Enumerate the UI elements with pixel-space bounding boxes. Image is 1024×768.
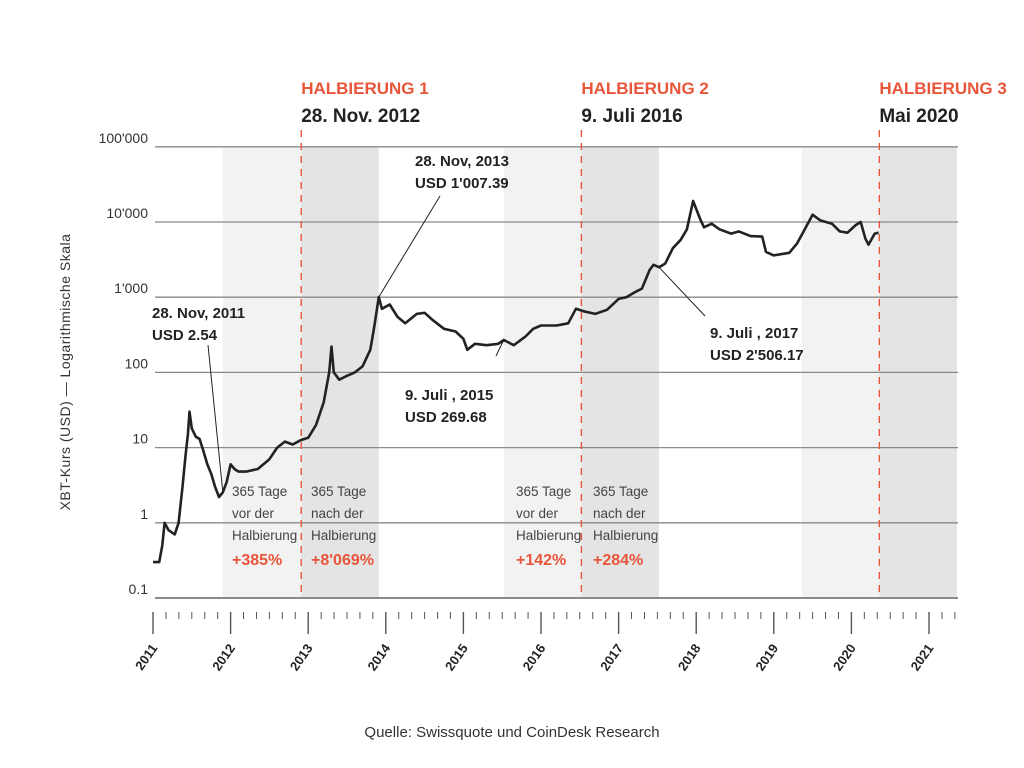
period-label: Halbierung: [311, 528, 376, 543]
x-tick-label: 2011: [132, 641, 160, 673]
halving-date: 28. Nov. 2012: [301, 106, 420, 127]
halving-date: Mai 2020: [879, 106, 958, 127]
period-label: vor der: [232, 506, 275, 521]
halving-title: HALBIERUNG 3: [879, 79, 1007, 98]
period-label: 365 Tage: [311, 484, 366, 499]
source-note: Quelle: Swissquote und CoinDesk Research: [364, 724, 659, 741]
x-tick-label: 2012: [209, 641, 238, 673]
x-tick-label: 2019: [752, 641, 781, 673]
annotation-leader-line: [658, 266, 706, 317]
period-label: Halbierung: [593, 528, 658, 543]
x-tick-label: 2015: [442, 641, 471, 673]
period-label: 365 Tage: [516, 484, 571, 499]
annotation-date: 28. Nov, 2011: [152, 305, 245, 322]
x-tick-label: 2020: [830, 641, 859, 673]
annotation-price: USD 1'007.39: [415, 175, 509, 192]
annotation-date: 9. Juli , 2015: [405, 387, 493, 404]
period-change-percent: +8'069%: [311, 552, 374, 569]
period-label: Halbierung: [516, 528, 581, 543]
halving-title: HALBIERUNG 1: [301, 79, 429, 98]
annotation-price: USD 2'506.17: [710, 347, 804, 364]
x-tick-label: 2021: [908, 641, 937, 673]
period-label: nach der: [311, 506, 364, 521]
y-tick-label: 0.1: [129, 581, 149, 597]
y-tick-label: 10'000: [106, 205, 148, 221]
annotation-leader-line: [207, 344, 224, 493]
period-change-percent: +284%: [593, 552, 643, 569]
annotation-price: USD 269.68: [405, 409, 487, 426]
halving-title: HALBIERUNG 2: [581, 79, 709, 98]
annotation-date: 28. Nov, 2013: [415, 153, 509, 170]
annotation-date: 9. Juli , 2017: [710, 325, 798, 342]
period-label: 365 Tage: [232, 484, 287, 499]
x-tick-label: 2013: [287, 641, 316, 673]
y-tick-label: 10: [132, 431, 148, 447]
period-label: vor der: [516, 506, 559, 521]
y-axis-label: XBT-Kurs (USD) — Logarithmische Skala: [57, 234, 73, 511]
period-label: 365 Tage: [593, 484, 648, 499]
price-line: [153, 199, 879, 564]
halving-date: 9. Juli 2016: [581, 106, 682, 127]
x-tick-label: 2018: [675, 641, 704, 673]
y-tick-label: 100: [125, 355, 149, 371]
period-label: Halbierung: [232, 528, 297, 543]
x-tick-label: 2014: [364, 640, 393, 673]
x-tick-label: 2016: [520, 641, 549, 673]
annotation-leader-line: [495, 339, 505, 357]
x-tick-label: 2017: [597, 641, 626, 673]
period-change-percent: +142%: [516, 552, 566, 569]
y-tick-label: 1'000: [114, 280, 148, 296]
y-tick-label: 1: [140, 506, 148, 522]
period-label: nach der: [593, 506, 646, 521]
annotation-leader-line: [378, 195, 441, 298]
annotation-price: USD 2.54: [152, 327, 218, 344]
y-tick-label: 100'000: [99, 130, 149, 146]
period-change-percent: +385%: [232, 552, 282, 569]
